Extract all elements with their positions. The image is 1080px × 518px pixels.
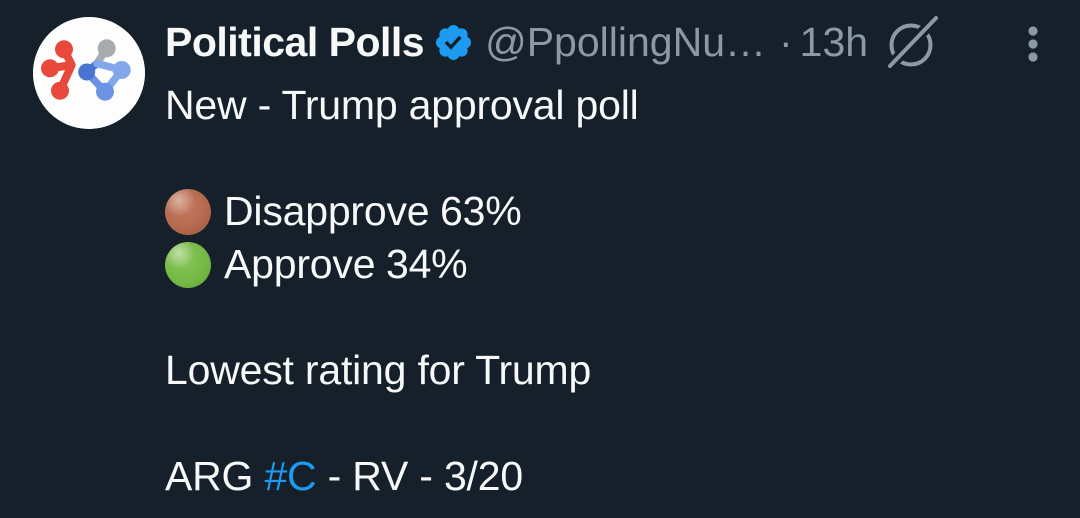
poll-option-value: 34% bbox=[385, 241, 468, 287]
source-suffix: - RV - 3/20 bbox=[316, 453, 523, 499]
timestamp[interactable]: 13h bbox=[799, 18, 869, 65]
blank-line bbox=[165, 132, 1040, 185]
green-circle-emoji bbox=[165, 241, 211, 288]
political-polls-logo bbox=[33, 17, 145, 129]
more-options-icon[interactable] bbox=[1026, 21, 1040, 63]
hashtag-link[interactable]: #C bbox=[264, 453, 317, 499]
grok-icon[interactable] bbox=[886, 15, 941, 69]
tweet-header: Political Polls @PpollingNu… · 13h bbox=[165, 15, 1040, 69]
poll-option-value: 63% bbox=[440, 188, 522, 234]
tweet-post: Political Polls @PpollingNu… · 13h bbox=[33, 15, 1040, 503]
verified-badge-icon bbox=[433, 22, 474, 63]
tweet-text: New - Trump approval poll Disapprove 63%… bbox=[165, 79, 1040, 503]
poll-result-row: Approve 34% bbox=[165, 238, 1040, 291]
headline-line: New - Trump approval poll bbox=[165, 82, 639, 128]
brown-circle-emoji bbox=[165, 188, 211, 235]
blank-line bbox=[165, 291, 1040, 344]
display-name[interactable]: Political Polls bbox=[165, 18, 425, 65]
avatar[interactable] bbox=[33, 17, 145, 129]
blank-line bbox=[165, 397, 1040, 450]
poll-option-label: Approve bbox=[224, 241, 376, 287]
dot-separator: · bbox=[779, 18, 793, 65]
source-prefix: ARG bbox=[165, 453, 265, 499]
poll-result-row: Disapprove 63% bbox=[165, 185, 1040, 238]
user-handle[interactable]: @PpollingNu… bbox=[485, 18, 767, 65]
poll-option-label: Disapprove bbox=[224, 188, 430, 234]
commentary-line: Lowest rating for Trump bbox=[165, 347, 592, 393]
tweet-content: Political Polls @PpollingNu… · 13h bbox=[165, 15, 1040, 503]
source-line: ARG #C - RV - 3/20 bbox=[165, 450, 1040, 503]
